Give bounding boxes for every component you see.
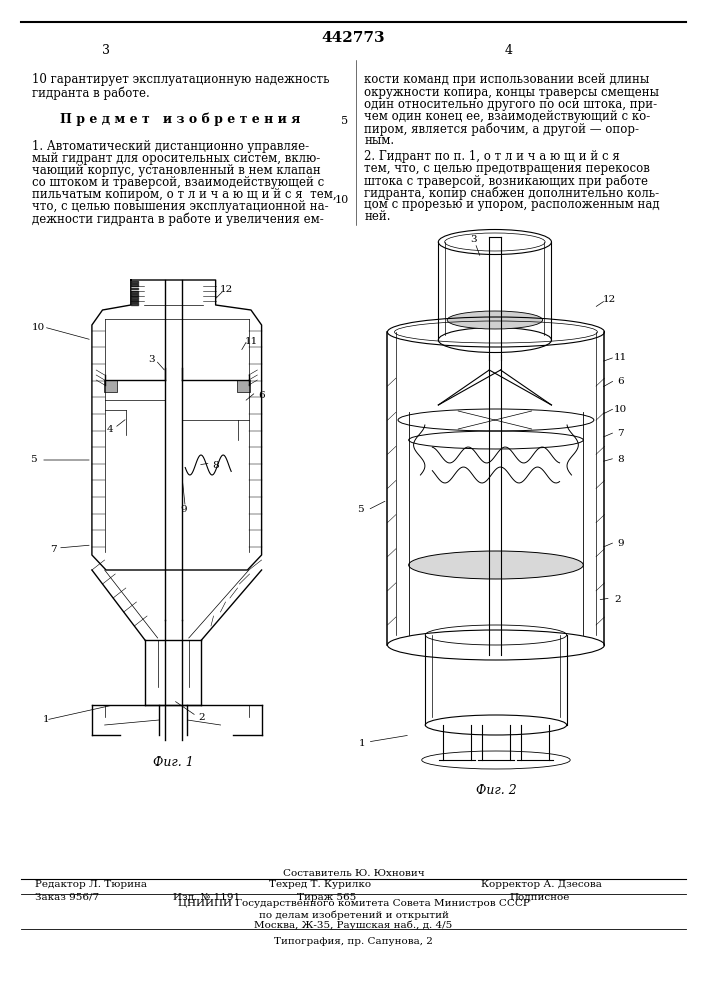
Text: 3: 3 bbox=[148, 356, 156, 364]
Text: 1: 1 bbox=[42, 716, 49, 724]
Text: Изд. № 1191: Изд. № 1191 bbox=[173, 893, 240, 902]
Ellipse shape bbox=[447, 311, 543, 329]
Text: Заказ 956/7: Заказ 956/7 bbox=[35, 893, 100, 902]
Text: ЦНИИПИ Государственного комитета Совета Министров СССР: ЦНИИПИ Государственного комитета Совета … bbox=[177, 899, 530, 908]
Ellipse shape bbox=[409, 551, 583, 579]
Text: 2: 2 bbox=[614, 595, 621, 604]
Text: ным.: ным. bbox=[364, 134, 395, 147]
Text: Подписное: Подписное bbox=[509, 893, 569, 902]
Text: чем один конец ее, взаимодействующий с ко-: чем один конец ее, взаимодействующий с к… bbox=[364, 110, 650, 123]
Text: кости команд при использовании всей длины: кости команд при использовании всей длин… bbox=[364, 74, 649, 87]
Text: 442773: 442773 bbox=[322, 31, 385, 45]
Text: пиром, является рабочим, а другой — опор-: пиром, является рабочим, а другой — опор… bbox=[364, 122, 639, 135]
Text: чающий корпус, установленный в нем клапан: чающий корпус, установленный в нем клапа… bbox=[32, 164, 320, 177]
Text: 2. Гидрант по п. 1, о т л и ч а ю щ и й с я: 2. Гидрант по п. 1, о т л и ч а ю щ и й … bbox=[364, 150, 620, 163]
Text: 9: 9 bbox=[617, 540, 624, 548]
Text: 2: 2 bbox=[198, 712, 205, 722]
Bar bbox=[104, 380, 117, 392]
Text: 4: 4 bbox=[505, 43, 513, 56]
Text: 3: 3 bbox=[102, 43, 110, 56]
Text: Редактор Л. Тюрина: Редактор Л. Тюрина bbox=[35, 880, 147, 889]
Text: 7: 7 bbox=[49, 546, 57, 554]
Text: что, с целью повышения эксплуатационной на-: что, с целью повышения эксплуатационной … bbox=[32, 200, 329, 213]
Text: Составитель Ю. Юхнович: Составитель Ю. Юхнович bbox=[283, 869, 424, 878]
Text: 8: 8 bbox=[617, 456, 624, 464]
Text: 5: 5 bbox=[341, 116, 348, 126]
Text: 8: 8 bbox=[212, 460, 219, 470]
Text: Техред Т. Курилко: Техред Т. Курилко bbox=[269, 880, 370, 889]
Text: 11: 11 bbox=[245, 338, 258, 347]
Text: ней.: ней. bbox=[364, 210, 390, 223]
Text: окружности копира, концы траверсы смещены: окружности копира, концы траверсы смещен… bbox=[364, 86, 659, 99]
Text: 9: 9 bbox=[180, 506, 187, 514]
Bar bbox=[237, 380, 250, 392]
Text: Фиг. 2: Фиг. 2 bbox=[476, 784, 516, 796]
Text: по делам изобретений и открытий: по делам изобретений и открытий bbox=[259, 910, 448, 920]
Text: 6: 6 bbox=[258, 390, 265, 399]
Text: штока с траверсой, возникающих при работе: штока с траверсой, возникающих при работ… bbox=[364, 174, 648, 188]
Text: 12: 12 bbox=[220, 286, 233, 294]
Text: дежности гидранта в работе и увеличения ем-: дежности гидранта в работе и увеличения … bbox=[32, 212, 324, 226]
Text: П р е д м е т   и з о б р е т е н и я: П р е д м е т и з о б р е т е н и я bbox=[60, 112, 300, 125]
Text: 3: 3 bbox=[470, 235, 477, 244]
Text: Тираж 565: Тираж 565 bbox=[297, 893, 356, 902]
Text: 6: 6 bbox=[617, 377, 624, 386]
Text: 10: 10 bbox=[614, 406, 627, 414]
Text: 12: 12 bbox=[603, 296, 616, 304]
Text: 5: 5 bbox=[30, 456, 37, 464]
Text: со штоком и траверсой, взаимодействующей с: со штоком и траверсой, взаимодействующей… bbox=[32, 176, 324, 189]
Text: 5: 5 bbox=[357, 506, 364, 514]
Text: гидранта в работе.: гидранта в работе. bbox=[32, 87, 150, 101]
Text: мый гидрант для оросительных систем, вклю-: мый гидрант для оросительных систем, вкл… bbox=[32, 152, 320, 165]
Text: 1: 1 bbox=[358, 740, 366, 748]
Text: 11: 11 bbox=[614, 354, 627, 362]
Text: 7: 7 bbox=[617, 430, 624, 438]
Text: Типография, пр. Сапунова, 2: Типография, пр. Сапунова, 2 bbox=[274, 937, 433, 946]
Text: тем, что, с целью предотвращения перекосов: тем, что, с целью предотвращения перекос… bbox=[364, 162, 650, 175]
Text: один относительно другого по оси штока, при-: один относительно другого по оси штока, … bbox=[364, 98, 658, 111]
Text: 1. Автоматический дистанционно управляе-: 1. Автоматический дистанционно управляе- bbox=[32, 140, 309, 153]
Text: 10: 10 bbox=[335, 195, 349, 205]
Text: цом с прорезью и упором, расположенным над: цом с прорезью и упором, расположенным н… bbox=[364, 198, 660, 211]
Text: 10 гарантирует эксплуатационную надежность: 10 гарантирует эксплуатационную надежнос… bbox=[32, 74, 329, 87]
Text: Фиг. 1: Фиг. 1 bbox=[153, 756, 194, 768]
Text: 4: 4 bbox=[106, 426, 113, 434]
Text: Корректор А. Дзесова: Корректор А. Дзесова bbox=[481, 880, 602, 889]
Text: гидранта, копир снабжен дополнительно коль-: гидранта, копир снабжен дополнительно ко… bbox=[364, 186, 659, 200]
Text: пильчатым копиром, о т л и ч а ю щ и й с я  тем,: пильчатым копиром, о т л и ч а ю щ и й с… bbox=[32, 188, 337, 201]
Text: 10: 10 bbox=[32, 324, 45, 332]
Text: Москва, Ж-35, Раушская наб., д. 4/5: Москва, Ж-35, Раушская наб., д. 4/5 bbox=[255, 921, 452, 930]
